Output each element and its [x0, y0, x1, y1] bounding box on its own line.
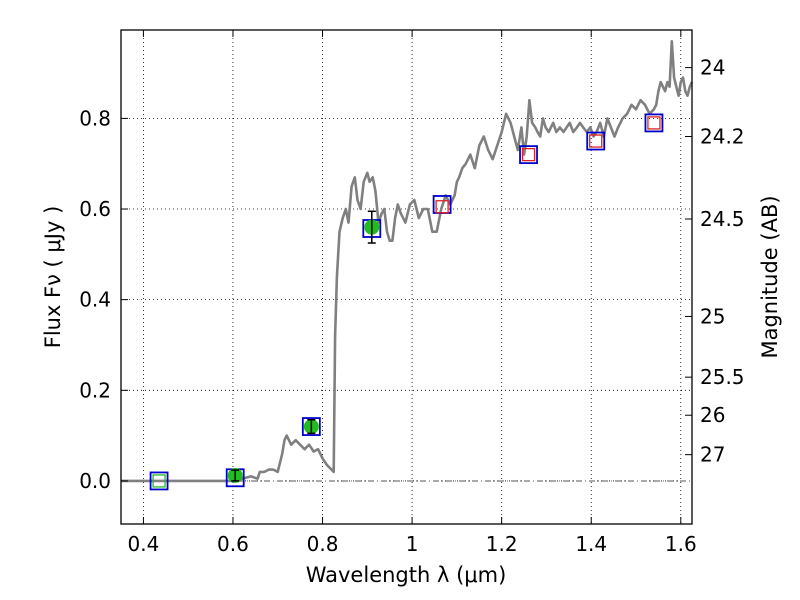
x-axis-ticks: 0.4 0.6 0.8 1 1.2 1.4 1.6	[127, 30, 697, 556]
model-spectrum	[121, 39, 694, 483]
model-photometry-box	[149, 471, 169, 491]
model-photometry-boxes	[149, 113, 664, 491]
detections	[227, 210, 380, 484]
right-tick-label: 24.2	[700, 125, 745, 149]
y-tick-label: 0.0	[79, 469, 111, 493]
right-tick-label: 26	[700, 403, 725, 427]
right-tick-label: 24.5	[700, 207, 745, 231]
x-axis-label: Wavelength λ (μm)	[306, 563, 507, 587]
right-tick-label: 25	[700, 304, 725, 328]
x-tick-label: 1.2	[486, 532, 518, 556]
x-tick-label: 1.4	[575, 532, 607, 556]
model-photometry-box	[519, 145, 538, 165]
right-axis-label: Magnitude (AB)	[758, 195, 782, 358]
y-tick-label: 0.6	[79, 197, 111, 221]
model-photometry-box	[644, 113, 664, 133]
model-photometry-box	[301, 417, 321, 436]
non-detection-point	[589, 134, 603, 148]
model-photometry-box	[586, 131, 606, 151]
right-tick-label: 27	[700, 443, 725, 467]
grid-lines	[121, 30, 692, 524]
non-detections	[152, 116, 661, 488]
y-axis-ticks: 0.0 0.2 0.4 0.6 0.8	[79, 106, 128, 493]
non-detection-point	[435, 200, 449, 214]
y-tick-label: 0.2	[79, 378, 111, 402]
x-tick-label: 0.6	[217, 532, 249, 556]
y-axis-label: Flux Fν ( μJy )	[41, 206, 65, 349]
non-detection-point	[647, 116, 661, 130]
non-detection-point	[152, 474, 166, 488]
model-spectrum-line	[121, 39, 694, 483]
y-tick-label: 0.4	[79, 288, 111, 312]
x-tick-label: 1.6	[665, 532, 697, 556]
right-axis-ticks: 24 24.2 24.5 25 25.5 26 27	[685, 56, 745, 467]
non-detection-point	[521, 147, 536, 162]
y-tick-label: 0.8	[79, 106, 111, 130]
right-tick-label: 24	[700, 56, 725, 80]
x-tick-label: 1	[406, 532, 419, 556]
x-tick-label: 0.4	[127, 532, 159, 556]
x-tick-label: 0.8	[307, 532, 339, 556]
plot-frame	[120, 29, 693, 525]
right-tick-label: 25.5	[700, 365, 745, 389]
